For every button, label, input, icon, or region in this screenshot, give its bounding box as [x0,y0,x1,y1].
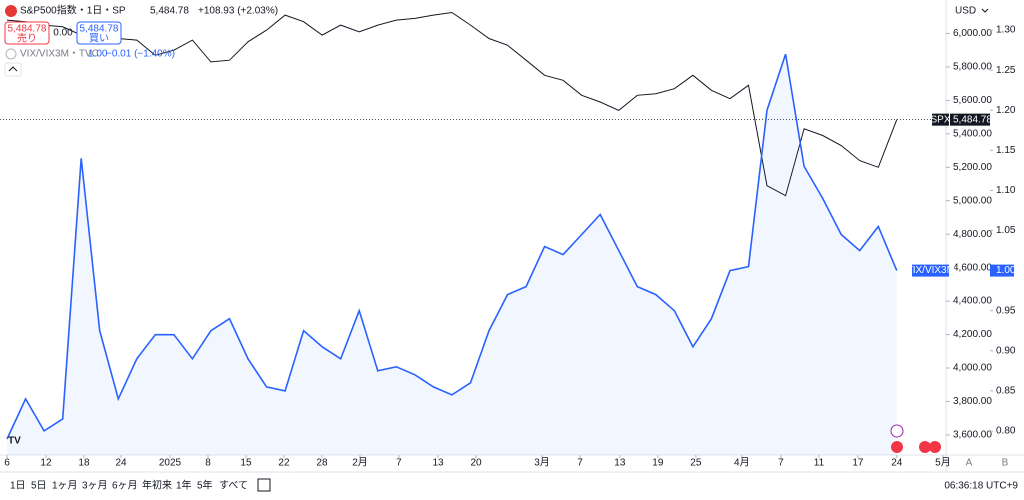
y-tick-label: 4,000.00 [953,363,992,374]
plot [0,11,945,455]
y-tick-label: 5,200.00 [953,162,992,173]
x-tick-label: 7 [396,458,402,469]
range-button[interactable]: 5年 [197,479,213,492]
range-button[interactable]: 1年 [176,479,192,492]
price: 5,484.78 [150,6,189,17]
y-tick-label: 5,800.00 [953,62,992,73]
x-tick-label: 5月 [935,457,951,469]
sell-price: 5,484.78 [8,24,47,35]
x-tick-label: 8 [205,458,211,469]
x-tick-label: 22 [278,458,290,469]
x-tick-label: 28 [316,458,328,469]
x-tick-label: 11 [814,458,825,469]
y-tick-label: 3,600.00 [953,430,992,441]
x-tick-label: 7 [577,458,583,469]
tag-value-bg [950,113,990,126]
y-tick-label: 5,400.00 [953,128,992,139]
tag-name-bg [912,264,949,277]
symbol-icon [5,5,17,17]
buy-button[interactable] [76,21,122,45]
range-button[interactable]: 6ヶ月 [112,480,138,492]
x-tick-label: 13 [432,458,444,469]
range-button[interactable]: 5日 [31,481,47,492]
second-change: −0.01 (−1.40%) [106,49,175,60]
x-tick-label: 2025 [159,458,182,469]
series-line [6,53,898,440]
y2-tick-label: 0.95 [996,305,1016,316]
collapse-button[interactable] [4,62,22,77]
range-button[interactable]: 1ヶ月 [52,480,78,492]
tag-value: 5,484.78 [953,114,992,125]
buy-price: 5,484.78 [80,24,119,35]
y-tick-label: 4,600.00 [953,262,992,273]
y2-tick-label: 1.10 [996,185,1016,196]
logo: TV [8,436,21,447]
flag-icon[interactable] [891,441,903,453]
y-tick-label: 5,000.00 [953,195,992,206]
y2-tick-label: 0.90 [996,345,1016,356]
y-tick-label: 5,600.00 [953,95,992,106]
collapse-icon [8,66,18,72]
buy-label: 買い [89,33,109,45]
x-tick-label: 2月 [352,457,368,469]
second-price: 1.00 [88,49,108,60]
x-tick-label: 25 [690,458,702,469]
y2-tick-label: 1.05 [996,225,1016,236]
sell-button[interactable] [4,21,50,45]
range-button[interactable]: 3ヶ月 [82,480,108,492]
x-tick-label: 4月 [734,457,750,469]
flag-icon[interactable] [919,441,931,453]
event-icon[interactable] [890,424,904,438]
visibility-icon[interactable] [5,48,17,60]
currency-caret [981,8,989,13]
series-line [6,11,898,197]
y-tick-label: 6,000.00 [953,28,992,39]
tag-value: 1.00 [996,265,1016,276]
symbol: S&P500指数・1日・SP [20,4,126,17]
tag-value-bg [990,264,1014,277]
x-tick-label: 15 [240,458,252,469]
y-tick-label: 4,400.00 [953,296,992,307]
tag-name: SPX [930,114,950,125]
x-tick-label: 20 [470,458,482,469]
x-tick-label: 24 [115,458,127,469]
y-tick-label: 4,800.00 [953,229,992,240]
range-button[interactable]: すべて [219,480,248,492]
x-tick-label: 18 [78,458,90,469]
x-tick-label: 3月 [534,457,550,469]
range-button[interactable]: 年初来 [142,479,172,492]
tag-name: VIX/VIX3M [906,265,955,276]
x-tick-label: 19 [652,458,664,469]
y2-tick-label: 1.15 [996,145,1016,156]
spread: 0.00 [53,28,73,39]
y2-tick-label: 1.25 [996,65,1016,76]
y2-tick-label: 1.20 [996,105,1016,116]
x-tick-label: 24 [891,458,903,469]
date-range-icon[interactable] [257,478,271,492]
area [7,54,897,455]
change: +108.93 (+2.03%) [198,6,278,17]
pane-b[interactable]: B [1002,458,1009,469]
flag-icon[interactable] [929,441,941,453]
x-tick-label: 17 [852,458,864,469]
y2-tick-label: 0.85 [996,385,1016,396]
x-tick-label: 12 [40,458,52,469]
pane-a[interactable]: A [966,458,973,469]
x-tick-label: 6 [4,458,10,469]
y-tick-label: 4,200.00 [953,329,992,340]
clock: 06:36:18 UTC+9 [944,481,1018,492]
y-tick-label: 3,800.00 [953,396,992,407]
currency[interactable]: USD [955,6,976,17]
x-tick-label: 13 [614,458,626,469]
toolbar: 1日 5日 1ヶ月 3ヶ月 6ヶ月 年初来 1年 5年 すべて [10,479,248,492]
x-tick-label: 7 [778,458,784,469]
range-button[interactable]: 1日 [10,481,26,492]
tag-name-bg [932,113,949,126]
y2-tick-label: 0.80 [996,426,1016,437]
y2-tick-label: 1.30 [996,25,1016,36]
second-symbol: VIX/VIX3M・TVC [20,49,99,60]
sell-label: 売り [17,32,37,45]
